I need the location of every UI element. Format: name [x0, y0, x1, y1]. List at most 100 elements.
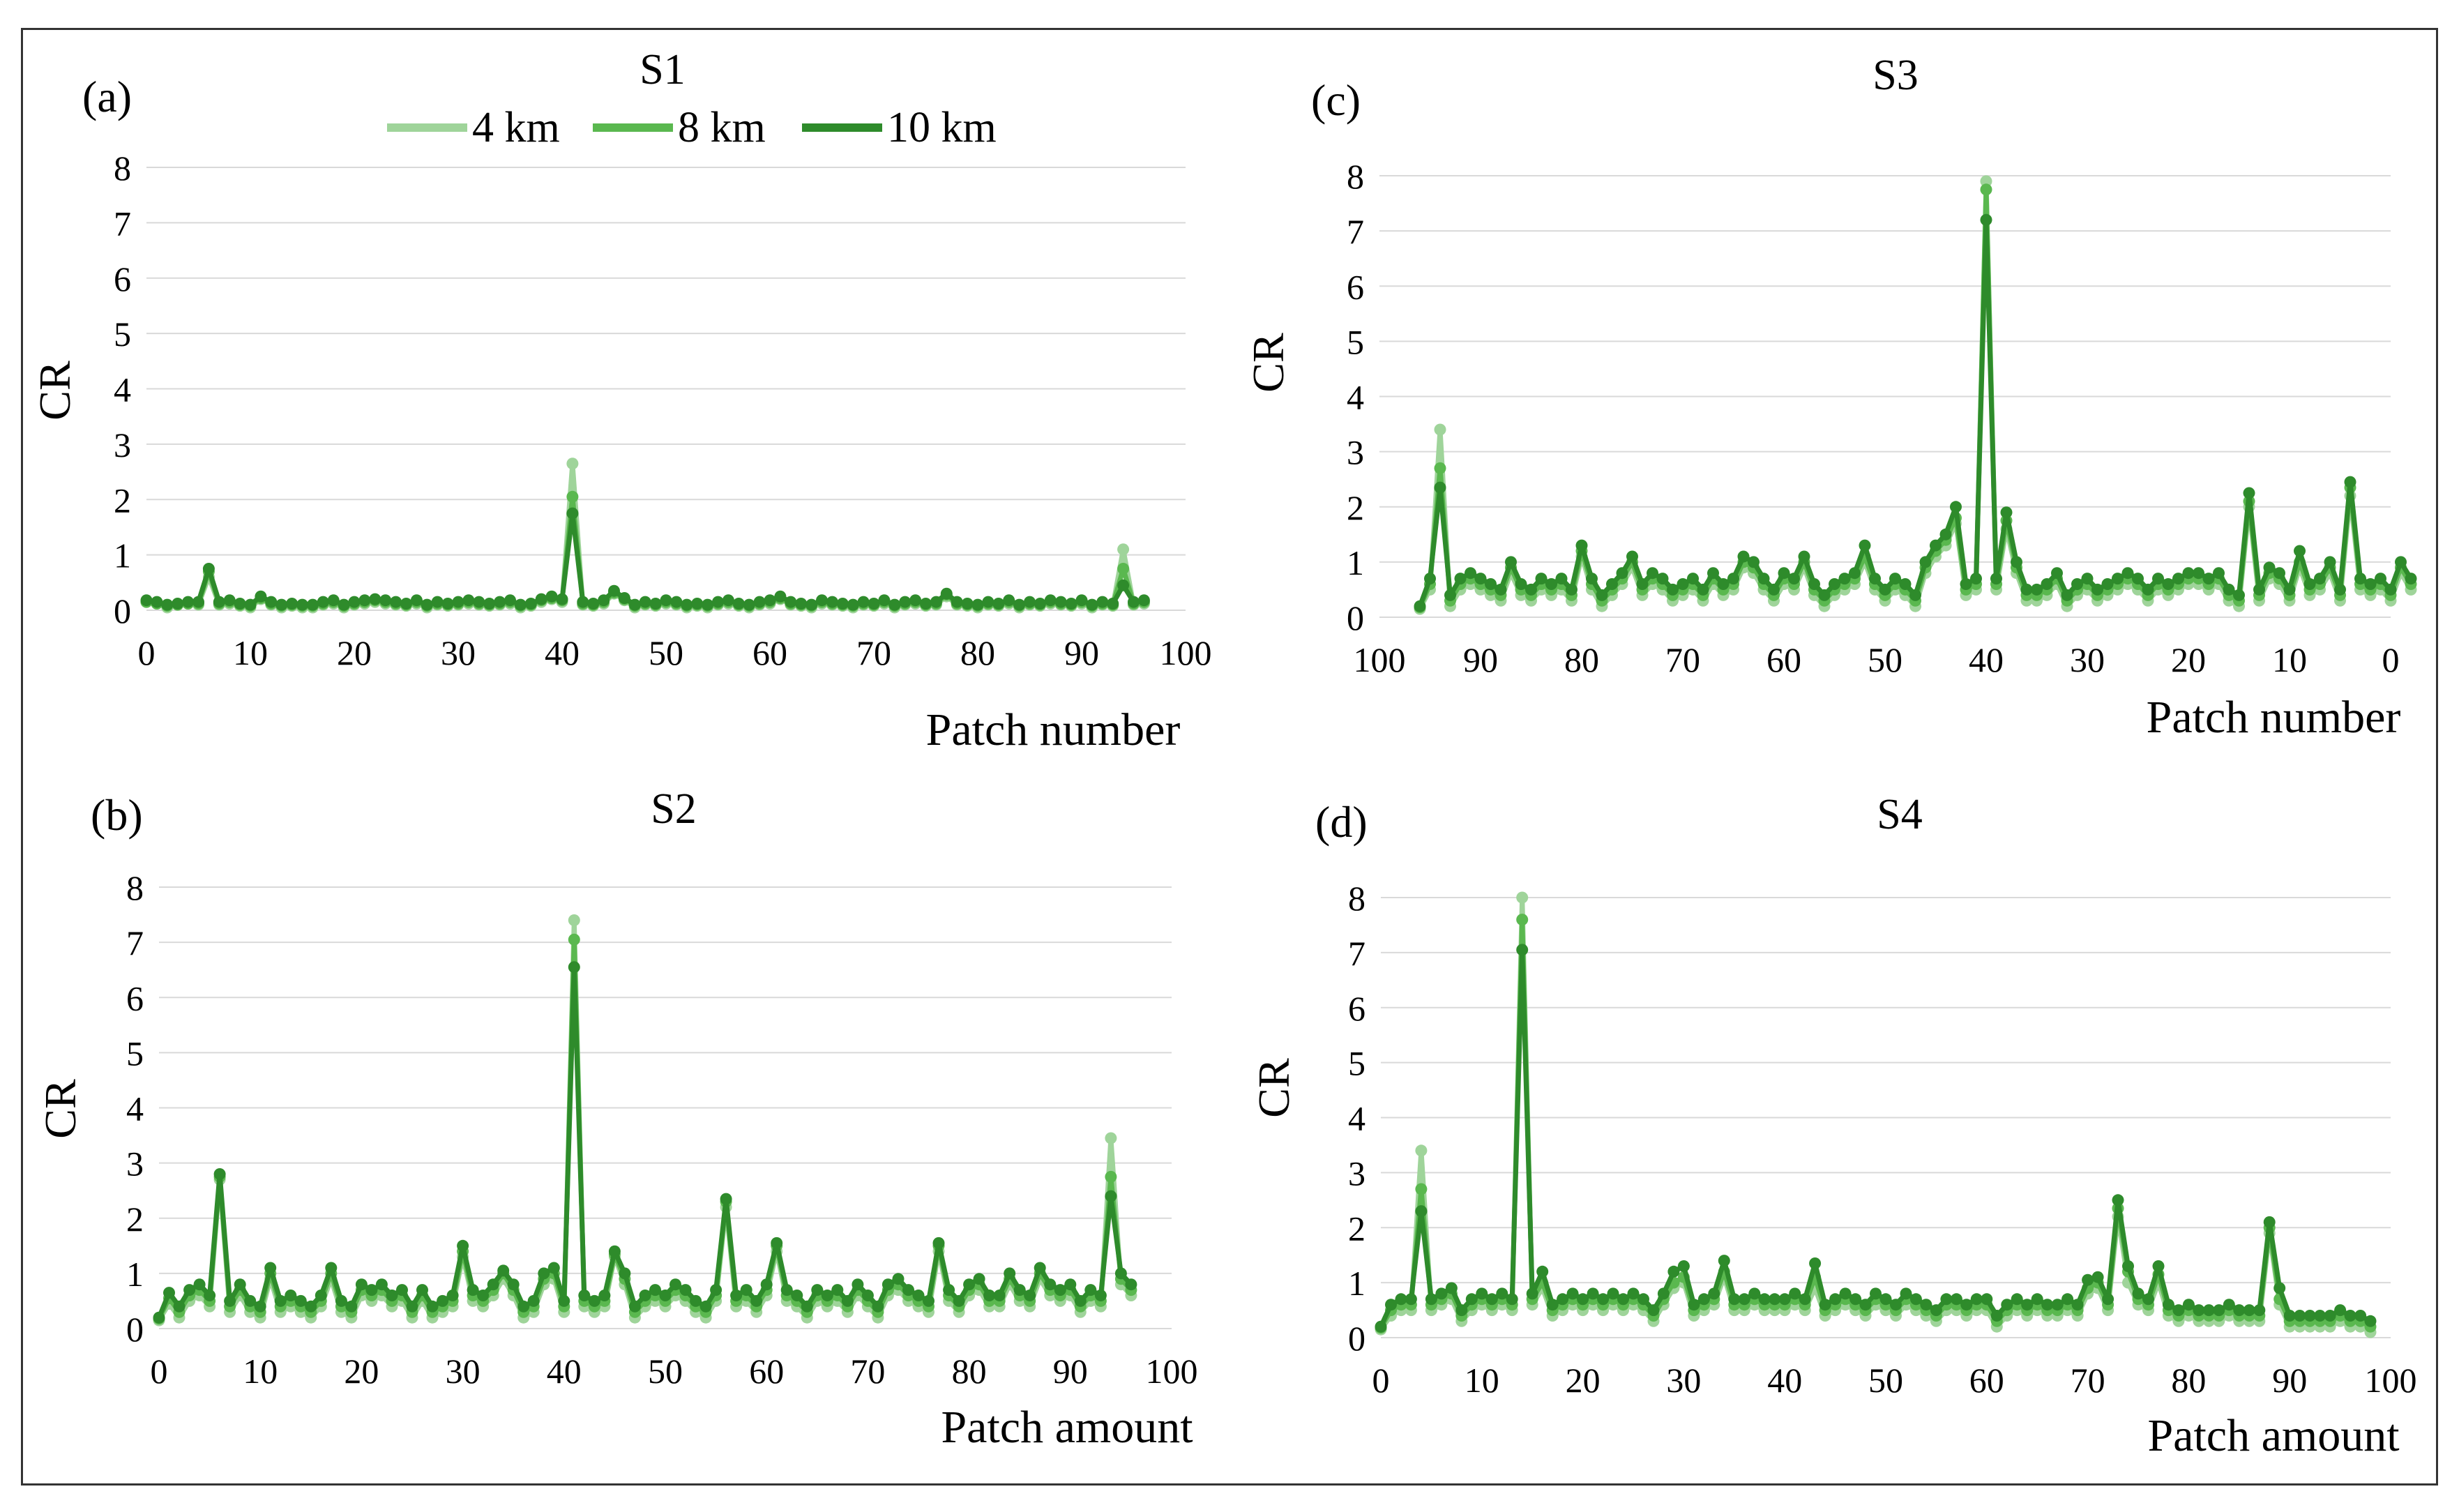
panel-label: (a) — [82, 72, 132, 121]
series-line-10km — [146, 511, 1144, 607]
data-point — [2182, 1299, 2195, 1311]
data-point — [2162, 578, 2174, 590]
data-point — [1728, 1293, 1741, 1306]
data-point — [2202, 1304, 2215, 1317]
data-point — [2121, 567, 2134, 580]
data-point — [2283, 583, 2296, 596]
x-tick-label: 20 — [1566, 1361, 1601, 1400]
data-point — [1445, 1282, 1458, 1294]
data-point — [441, 598, 454, 610]
y-tick-label: 5 — [126, 1034, 144, 1073]
data-point — [868, 598, 880, 610]
data-point — [558, 1294, 570, 1307]
data-point — [182, 596, 195, 608]
data-point — [1575, 539, 1588, 552]
data-point — [909, 594, 922, 607]
data-point — [1677, 1260, 1690, 1272]
data-point — [234, 598, 246, 610]
y-tick-label: 2 — [114, 481, 131, 520]
data-point — [598, 594, 610, 607]
data-point — [1064, 1278, 1077, 1291]
data-point — [426, 1300, 439, 1313]
data-point — [473, 596, 485, 608]
data-point — [140, 594, 153, 607]
data-point — [1980, 183, 1992, 196]
data-point — [338, 598, 350, 611]
x-tick-label: 60 — [1766, 640, 1801, 679]
data-point — [1096, 596, 1109, 608]
data-point — [2182, 567, 2195, 580]
data-point — [2102, 1293, 2114, 1306]
x-tick-label: 0 — [151, 1352, 168, 1391]
y-tick-label: 1 — [114, 536, 131, 575]
data-point — [2395, 556, 2407, 568]
data-point — [1748, 1287, 1761, 1300]
data-point — [1105, 1170, 1117, 1183]
data-point — [1657, 1287, 1670, 1300]
data-point — [857, 596, 870, 608]
data-point — [639, 596, 651, 608]
y-axis-label: CR — [36, 1079, 85, 1139]
data-point — [1566, 583, 1577, 596]
data-point — [2112, 573, 2124, 585]
y-tick-label: 7 — [1347, 212, 1364, 251]
data-point — [1870, 1287, 1882, 1300]
series-line-4km — [157, 918, 1133, 1322]
data-point — [2273, 1282, 2286, 1294]
y-tick-label: 8 — [114, 149, 131, 188]
data-point — [545, 590, 558, 603]
y-tick-label: 3 — [126, 1144, 144, 1184]
data-point — [437, 1294, 449, 1307]
data-point — [2132, 573, 2144, 585]
data-point — [568, 914, 580, 926]
data-point — [791, 1290, 803, 1301]
data-point — [2132, 1287, 2144, 1300]
series-line-10km — [156, 965, 1133, 1319]
data-point — [2101, 578, 2114, 590]
data-point — [681, 598, 693, 611]
data-point — [2223, 583, 2235, 596]
data-point — [566, 490, 579, 503]
data-point — [973, 1273, 985, 1285]
data-point — [1960, 1299, 1973, 1311]
y-tick-label: 6 — [114, 259, 131, 298]
data-point — [2091, 1271, 2104, 1283]
data-point — [1013, 1284, 1026, 1296]
data-point — [244, 598, 257, 611]
data-point — [608, 1245, 621, 1257]
x-axis-label: Patch number — [2147, 692, 2401, 743]
data-point — [1495, 583, 1507, 596]
data-point — [1555, 573, 1568, 585]
data-point — [494, 596, 506, 608]
data-point — [348, 596, 361, 608]
data-point — [805, 598, 818, 611]
data-point — [1981, 1293, 1993, 1306]
data-point — [1434, 481, 1446, 494]
data-point — [1717, 578, 1730, 590]
data-point — [1044, 1278, 1057, 1291]
data-point — [1526, 1287, 1538, 1300]
data-point — [2253, 1304, 2266, 1317]
data-point — [732, 598, 745, 610]
legend-label: 8 km — [678, 104, 766, 151]
data-point — [1128, 596, 1140, 608]
x-tick-label: 70 — [856, 633, 891, 672]
data-point — [1044, 594, 1057, 607]
data-point — [577, 596, 589, 608]
data-point — [406, 1300, 418, 1313]
data-point — [296, 598, 308, 611]
data-point — [1769, 1293, 1781, 1306]
data-point — [416, 1284, 428, 1296]
data-point — [1516, 914, 1529, 926]
x-tick-label: 10 — [233, 633, 268, 672]
data-point — [670, 596, 683, 608]
data-point — [2324, 556, 2336, 568]
data-point — [315, 1290, 327, 1301]
data-point — [483, 598, 496, 610]
data-point — [1799, 1293, 1811, 1306]
data-point — [2405, 573, 2417, 585]
x-tick-label: 40 — [547, 1352, 582, 1391]
data-point — [1125, 1278, 1137, 1291]
data-point — [1535, 573, 1548, 585]
data-point — [1435, 1287, 1448, 1300]
